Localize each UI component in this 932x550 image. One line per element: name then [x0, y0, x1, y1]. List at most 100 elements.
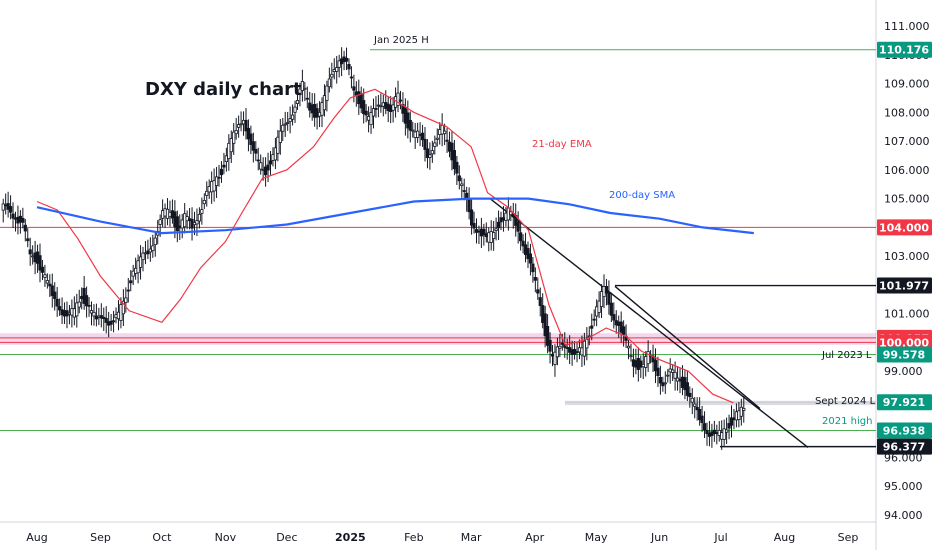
candle-body: [548, 339, 552, 352]
candle-body: [187, 218, 192, 222]
candle-body: [521, 240, 525, 247]
x-tick-label: Oct: [152, 531, 172, 544]
y-tick-label: 95.000: [884, 480, 923, 493]
candle-body: [190, 218, 194, 229]
candle-body: [533, 277, 537, 281]
candle-body: [18, 215, 22, 223]
candle-body: [364, 110, 368, 116]
candle-body: [467, 198, 471, 213]
candle-body: [92, 311, 96, 317]
candle-body: [315, 108, 319, 118]
price-label-text: 110.176: [879, 44, 929, 57]
candle-body: [673, 371, 677, 379]
price-label-text: 96.377: [883, 441, 925, 454]
candle-body: [295, 100, 300, 104]
candle-body: [129, 280, 133, 284]
candle-body: [58, 306, 62, 311]
candle-body: [550, 353, 555, 357]
candle-body: [8, 206, 13, 213]
candle-body: [386, 103, 390, 112]
candle-body: [84, 295, 89, 307]
candle-body: [565, 347, 569, 349]
x-tick-label: Aug: [774, 531, 795, 544]
candle-body: [685, 382, 689, 396]
candle-body: [185, 216, 189, 222]
candle-body: [688, 392, 692, 398]
candle-body: [165, 208, 170, 219]
candle-body: [722, 428, 726, 440]
candle-body: [40, 266, 45, 273]
x-tick-label: Feb: [404, 531, 423, 544]
candle-body: [712, 429, 716, 435]
candle-body: [496, 221, 501, 229]
candle-body: [680, 376, 685, 388]
candle-body: [141, 252, 145, 261]
candle-body: [636, 358, 640, 370]
candle-body: [300, 81, 304, 91]
candle-body: [224, 155, 228, 163]
candle-body: [590, 325, 594, 329]
candle-body: [717, 429, 721, 436]
candle-body: [229, 138, 233, 153]
candle-body: [607, 292, 611, 305]
candle-body: [281, 124, 285, 132]
candle-body: [538, 297, 542, 306]
candle-body: [43, 274, 47, 278]
candle-body: [690, 397, 694, 403]
candle-body: [639, 360, 643, 368]
candle-body: [276, 136, 280, 154]
candle-body: [504, 212, 508, 221]
candle-body: [210, 181, 214, 193]
candle-body: [212, 180, 216, 192]
candle-body: [143, 252, 148, 255]
candle-body: [303, 87, 307, 90]
candle-body: [499, 217, 503, 223]
candle-body: [102, 316, 106, 320]
candle-body: [246, 127, 251, 140]
candle-body: [668, 368, 672, 373]
candle-body: [457, 175, 461, 182]
candle-body: [99, 315, 103, 319]
candle-body: [35, 251, 40, 264]
price-label-text: 100.000: [879, 336, 929, 349]
candle-body: [62, 310, 67, 317]
candle-body: [732, 417, 736, 421]
candle-body: [408, 119, 412, 131]
candle-body: [354, 91, 358, 96]
chart-title: DXY daily chart: [145, 79, 302, 100]
candle-body: [585, 338, 589, 349]
candle-body: [111, 320, 116, 323]
price-label-box: [877, 394, 932, 411]
candle-body: [698, 408, 702, 421]
candle-body: [389, 104, 393, 113]
candle-body: [72, 308, 76, 318]
x-tick-label: 2025: [335, 531, 366, 544]
candle-body: [541, 305, 545, 323]
candle-body: [178, 225, 182, 229]
candle-body: [347, 63, 351, 70]
candle-body: [124, 297, 128, 303]
x-tick-label: Nov: [215, 531, 237, 544]
candle-body: [28, 249, 32, 255]
candle-body: [658, 376, 663, 384]
candle-body: [183, 213, 187, 228]
x-tick-label: Jul: [713, 531, 727, 544]
candle-body: [227, 142, 231, 159]
candle-body: [317, 111, 322, 117]
candle-body: [509, 211, 513, 216]
candle-body: [116, 311, 121, 320]
candle-body: [136, 260, 140, 274]
candle-body: [195, 220, 199, 225]
pink-zone: [0, 333, 876, 345]
candle-body: [65, 310, 69, 317]
candle-body: [663, 382, 667, 385]
candle-body: [266, 164, 270, 171]
candle-body: [352, 86, 356, 91]
candle-body: [222, 164, 226, 168]
candle-body: [369, 112, 373, 126]
candle-body: [219, 168, 224, 176]
y-tick-label: 101.000: [884, 308, 930, 321]
candle-body: [121, 300, 125, 315]
candle-body: [332, 69, 336, 72]
candle-body: [482, 228, 486, 236]
